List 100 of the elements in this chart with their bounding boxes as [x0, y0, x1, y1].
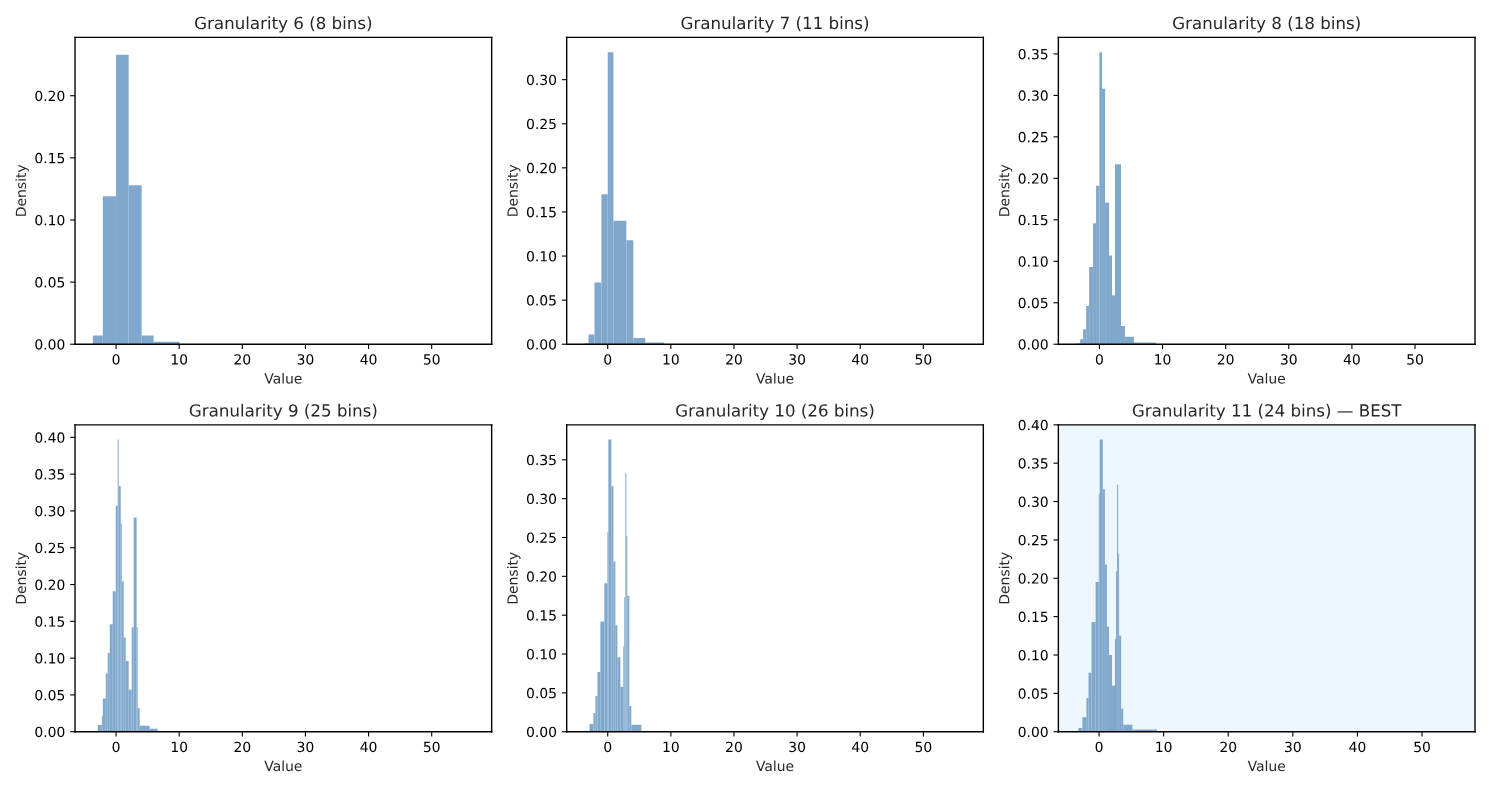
y-tick-label: 0.15 [35, 616, 65, 627]
chart-title: Granularity 9 (25 bins) [189, 403, 377, 420]
y-tick-label: 0.00 [35, 339, 65, 350]
x-tick-label: 40 [360, 354, 377, 365]
x-tick-label: 40 [852, 741, 869, 753]
y-tick-label: 0.00 [1018, 339, 1048, 350]
x-tick-label: 10 [171, 354, 188, 365]
x-tick-label: 30 [1281, 354, 1297, 365]
y-tick-label: 0.40 [35, 432, 65, 443]
y-tick-label: 0.05 [526, 295, 556, 306]
y-tick-label: 0.15 [526, 206, 556, 218]
y-tick-label: 0.05 [1018, 297, 1048, 309]
x-axis-title: Value [756, 372, 794, 384]
y-tick-label: 0.30 [1018, 90, 1048, 101]
x-tick-label: 0 [1095, 354, 1103, 365]
x-axis-title: Value [264, 760, 302, 772]
x-axis-title: Value [756, 760, 794, 772]
y-tick-label: 0.20 [526, 571, 557, 582]
y-tick-label: 0.05 [35, 277, 65, 288]
chart-title: Granularity 8 (18 bins) [1173, 16, 1360, 33]
x-tick-label: 50 [1407, 354, 1423, 365]
x-axis-title: Value [1247, 760, 1286, 772]
y-tick-label: 0.20 [1018, 573, 1048, 584]
x-tick-label: 20 [234, 354, 251, 365]
y-tick-label: 0.10 [1018, 256, 1048, 267]
x-tick-label: 10 [1156, 741, 1172, 753]
y-tick-label: 0.15 [526, 610, 556, 621]
y-tick-label: 0.20 [526, 162, 557, 174]
y-tick-label: 0.30 [1018, 496, 1048, 508]
y-tick-label: 0.00 [526, 339, 557, 350]
y-tick-label: 0.00 [526, 726, 557, 738]
y-tick-label: 0.30 [526, 74, 557, 86]
y-tick-label: 0.15 [35, 152, 65, 164]
x-tick-label: 0 [604, 354, 612, 365]
x-tick-label: 50 [423, 741, 440, 753]
x-tick-label: 20 [1220, 741, 1237, 753]
x-tick-label: 40 [360, 741, 377, 753]
x-tick-label: 20 [726, 354, 742, 365]
x-tick-label: 10 [171, 741, 188, 753]
x-tick-label: 30 [789, 354, 806, 365]
x-tick-label: 20 [726, 741, 742, 753]
y-tick-label: 0.40 [1018, 419, 1048, 431]
y-tick-label: 0.20 [35, 90, 65, 102]
x-tick-label: 30 [1285, 741, 1301, 753]
y-axis-title: Density [15, 164, 29, 216]
chart-title: Granularity 7 (11 bins) [681, 16, 869, 33]
x-tick-label: 30 [297, 354, 314, 365]
y-tick-label: 0.35 [1018, 48, 1048, 60]
y-tick-label: 0.15 [1018, 611, 1048, 623]
y-tick-label: 0.10 [526, 649, 557, 660]
y-axis-title: Density [507, 164, 521, 216]
x-tick-label: 50 [915, 741, 932, 753]
y-tick-label: 0.10 [526, 251, 557, 262]
x-tick-label: 0 [112, 741, 120, 753]
y-axis-title: Density [507, 552, 521, 604]
y-tick-label: 0.25 [1018, 131, 1048, 143]
y-tick-label: 0.35 [526, 454, 556, 466]
x-tick-label: 20 [234, 741, 251, 753]
y-tick-label: 0.05 [1018, 688, 1048, 699]
y-tick-label: 0.25 [526, 532, 556, 543]
y-tick-label: 0.25 [1018, 534, 1048, 546]
y-axis-title: Density [998, 552, 1013, 604]
y-tick-label: 0.00 [35, 726, 65, 738]
x-tick-label: 30 [789, 741, 806, 753]
x-tick-label: 50 [423, 354, 440, 365]
x-tick-label: 10 [1155, 354, 1171, 365]
y-tick-label: 0.00 [1018, 726, 1048, 738]
x-tick-label: 40 [1343, 354, 1360, 365]
y-tick-label: 0.05 [526, 687, 556, 699]
x-tick-label: 10 [663, 354, 679, 365]
y-tick-label: 0.30 [35, 505, 65, 517]
x-tick-label: 10 [663, 741, 679, 753]
x-tick-label: 30 [297, 741, 314, 753]
x-tick-label: 0 [604, 741, 612, 753]
y-axis-title: Density [15, 552, 29, 604]
chart-title: Granularity 6 (8 bins) [195, 16, 372, 33]
y-tick-label: 0.25 [526, 118, 556, 130]
y-tick-label: 0.15 [1018, 214, 1048, 226]
y-tick-label: 0.05 [35, 689, 65, 701]
y-tick-label: 0.10 [1018, 649, 1048, 661]
x-tick-label: 50 [915, 354, 932, 365]
x-tick-label: 0 [112, 354, 120, 365]
chart-title: Granularity 11 (24 bins) — BEST [1132, 403, 1402, 420]
y-tick-label: 0.35 [1018, 458, 1048, 469]
x-tick-label: 40 [1349, 741, 1366, 753]
x-tick-label: 50 [1414, 741, 1430, 753]
chart-title: Granularity 10 (26 bins) [676, 403, 874, 420]
y-tick-label: 0.35 [35, 469, 65, 480]
x-tick-label: 20 [1217, 354, 1234, 365]
y-tick-label: 0.20 [35, 579, 65, 591]
x-axis-title: Value [264, 372, 302, 384]
y-tick-label: 0.10 [35, 214, 65, 226]
y-tick-label: 0.25 [35, 542, 65, 554]
y-tick-label: 0.20 [1018, 173, 1048, 184]
y-tick-label: 0.10 [35, 653, 65, 664]
y-tick-label: 0.30 [526, 493, 557, 505]
y-axis-title: Density [998, 164, 1013, 216]
x-axis-title: Value [1247, 372, 1286, 384]
x-tick-label: 0 [1095, 741, 1103, 753]
x-tick-label: 40 [852, 354, 869, 365]
